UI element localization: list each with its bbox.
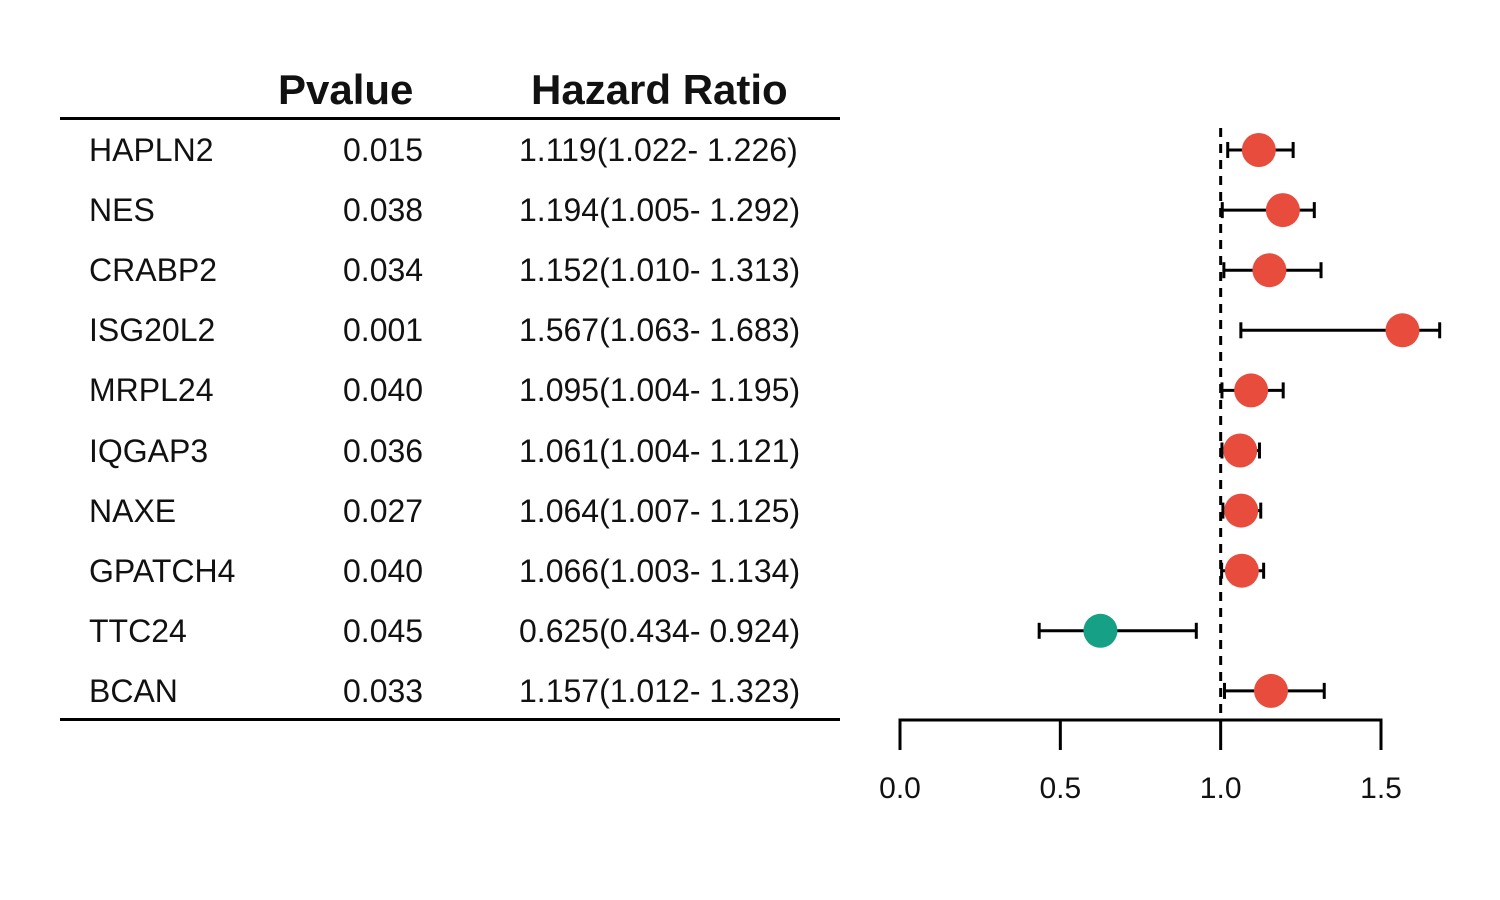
x-tick-label: 1.0 <box>1200 772 1242 805</box>
gene-label: IQGAP3 <box>89 432 209 469</box>
gene-label: CRABP2 <box>89 252 218 289</box>
gene-label: GPATCH4 <box>89 552 236 589</box>
hazard-ratio-cell: 1.061(1.004- 1.121) <box>519 432 801 469</box>
pvalue-cell: 0.001 <box>343 312 424 349</box>
pvalue-column-header: Pvalue <box>278 66 414 113</box>
hazard-ratio-point <box>1241 133 1276 167</box>
pvalue-cell: 0.040 <box>343 372 424 409</box>
gene-label: MRPL24 <box>89 372 214 409</box>
pvalue-cell: 0.040 <box>343 552 424 589</box>
table-top-rule <box>60 117 840 120</box>
hazard-ratio-cell: 1.152(1.010- 1.313) <box>519 252 801 289</box>
pvalue-cell: 0.038 <box>343 192 424 229</box>
hazard-ratio-point <box>1385 313 1420 348</box>
hazard-ratio-point <box>1224 493 1259 528</box>
hazard-ratio-cell: 1.064(1.007- 1.125) <box>519 492 801 529</box>
hazard-ratio-point <box>1083 613 1118 648</box>
pvalue-cell: 0.034 <box>343 252 424 289</box>
hazard-ratio-point <box>1234 373 1269 408</box>
hazard-ratio-cell: 1.194(1.005- 1.292) <box>519 192 801 229</box>
x-tick-label: 0.5 <box>1039 772 1081 805</box>
table-bottom-rule <box>60 718 840 721</box>
hazard-ratio-cell: 1.119(1.022- 1.226) <box>519 132 798 168</box>
pvalue-cell: 0.036 <box>343 432 424 469</box>
x-tick-label: 1.5 <box>1360 772 1402 805</box>
hazard-ratio-point <box>1252 253 1287 288</box>
gene-label: HAPLN2 <box>89 132 214 168</box>
hazard-ratio-point <box>1254 673 1289 708</box>
pvalue-cell: 0.045 <box>343 612 424 649</box>
hazard-ratio-cell: 1.157(1.012- 1.323) <box>519 672 801 709</box>
gene-label: BCAN <box>89 672 178 709</box>
hazard-ratio-cell: 0.625(0.434- 0.924) <box>519 612 801 649</box>
gene-label: NES <box>89 192 155 229</box>
gene-label: NAXE <box>89 492 177 529</box>
hazard-ratio-cell: 1.095(1.004- 1.195) <box>519 372 801 409</box>
gene-label: ISG20L2 <box>89 312 216 349</box>
hazard-ratio-column-header: Hazard Ratio <box>531 66 788 113</box>
hazard-ratio-point <box>1223 433 1258 468</box>
pvalue-cell: 0.033 <box>343 672 424 709</box>
hazard-ratio-point <box>1224 553 1259 588</box>
hazard-ratio-cell: 1.567(1.063- 1.683) <box>519 312 801 349</box>
x-tick-label: 0.0 <box>879 772 921 805</box>
hazard-ratio-point <box>1265 193 1300 228</box>
pvalue-cell: 0.015 <box>343 132 424 168</box>
gene-label: TTC24 <box>89 612 187 649</box>
pvalue-cell: 0.027 <box>343 492 424 529</box>
hazard-ratio-cell: 1.066(1.003- 1.134) <box>519 552 801 589</box>
